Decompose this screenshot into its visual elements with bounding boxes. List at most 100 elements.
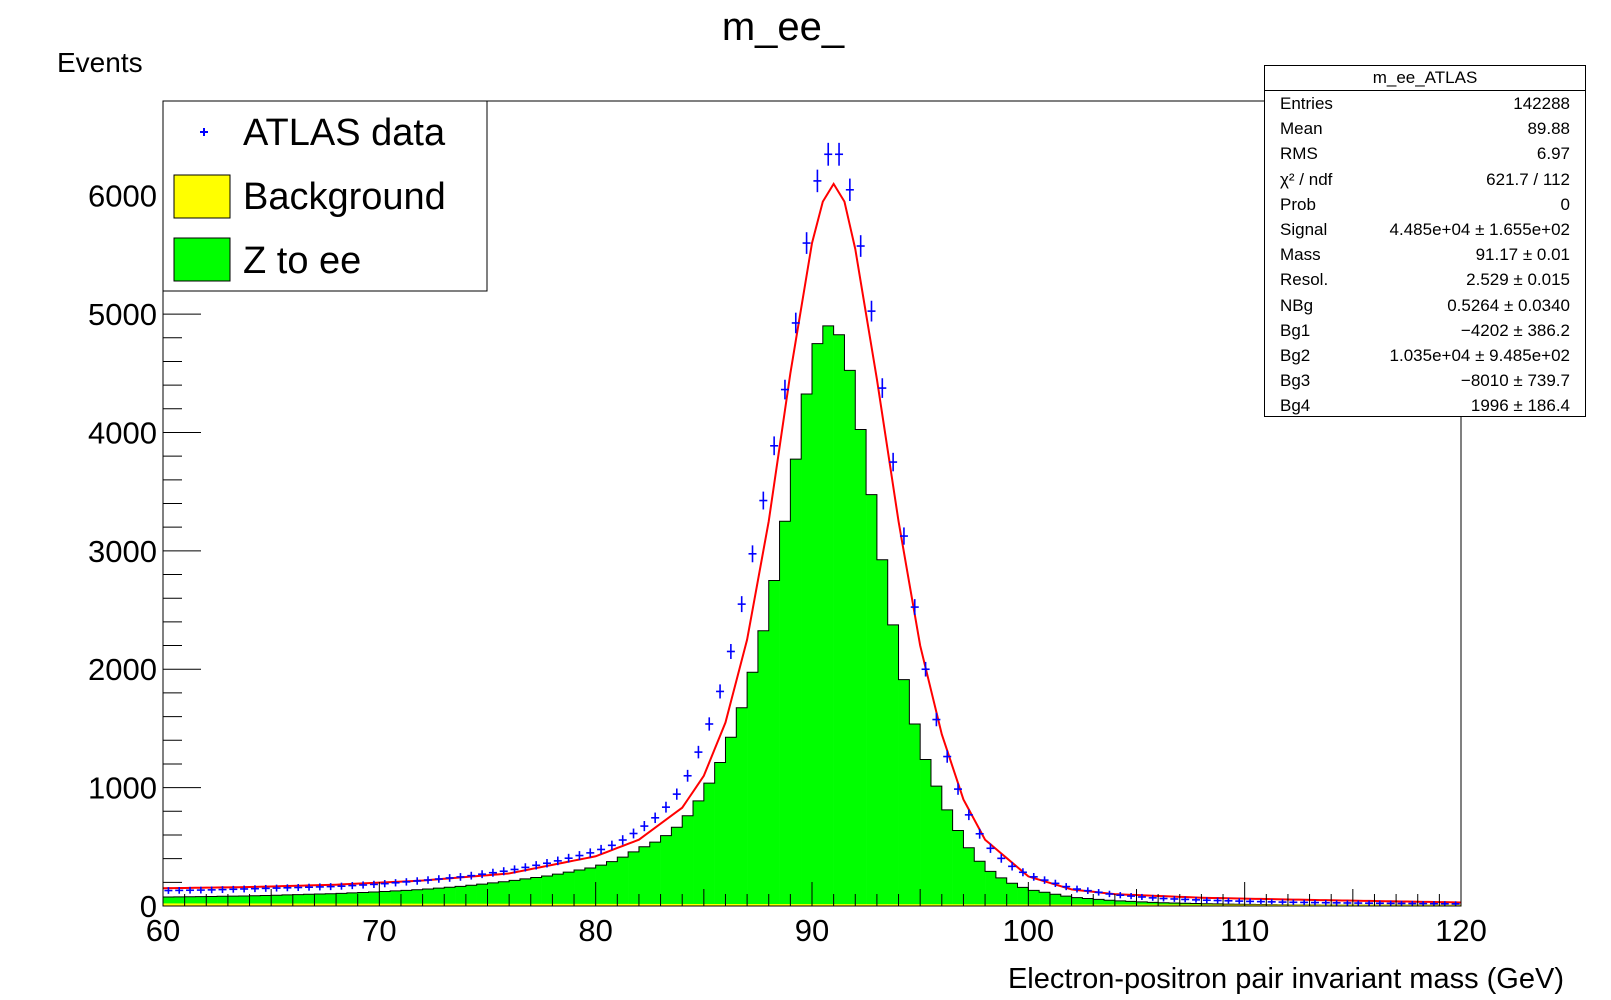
background-bar <box>1179 904 1191 906</box>
background-bar <box>563 903 575 906</box>
signal-bar <box>346 892 358 906</box>
signal-bar <box>963 847 975 906</box>
x-tick-label: 80 <box>578 913 612 948</box>
signal-bar <box>801 393 813 906</box>
data-point <box>964 809 973 821</box>
data-point <box>359 881 368 889</box>
background-bar <box>1049 904 1062 906</box>
background-bar <box>1158 904 1170 906</box>
signal-histogram <box>162 325 1462 907</box>
data-point <box>845 178 854 201</box>
signal-bar <box>779 521 791 906</box>
signal-bar <box>682 815 694 906</box>
data-point <box>1321 900 1330 906</box>
data-point <box>391 879 400 887</box>
data-point <box>1386 900 1395 906</box>
stats-value: 142288 <box>1513 94 1570 113</box>
background-bar <box>1104 904 1116 906</box>
stats-row: Mean 89.88 <box>1265 116 1585 141</box>
data-point <box>564 853 573 863</box>
background-bar <box>487 903 499 906</box>
signal-bar <box>974 861 986 906</box>
data-point <box>369 880 378 888</box>
stats-row: NBg 0.5264 ± 0.0340 <box>1265 293 1585 318</box>
background-bar <box>379 903 391 906</box>
data-point <box>1440 901 1449 907</box>
signal-bar <box>844 370 856 907</box>
data-point <box>856 235 865 257</box>
signal-bar <box>325 893 337 906</box>
y-tick-label: 2000 <box>88 652 157 687</box>
stats-row: Bg3 −8010 ± 739.7 <box>1265 368 1585 393</box>
stats-title: m_ee_ATLAS <box>1265 66 1585 91</box>
signal-bar <box>660 835 672 906</box>
y-tick-label: 4000 <box>88 415 157 450</box>
background-bar <box>898 904 910 906</box>
signal-bar <box>444 887 456 906</box>
legend-swatch-signal <box>173 237 231 282</box>
y-tick-label: 3000 <box>88 534 157 569</box>
stats-key: NBg <box>1280 295 1314 315</box>
data-point <box>207 886 216 894</box>
signal-bar <box>163 897 175 906</box>
signal-bar <box>1136 901 1148 906</box>
signal-bar <box>1071 897 1083 906</box>
data-point <box>597 844 606 855</box>
signal-bar <box>985 871 997 906</box>
signal-bar <box>379 891 391 906</box>
signal-bar <box>941 809 953 906</box>
signal-bar <box>249 895 261 906</box>
data-point <box>250 885 259 893</box>
data-point <box>1040 876 1049 884</box>
data-point <box>424 876 433 884</box>
background-bar <box>357 903 369 906</box>
data-point <box>175 887 184 894</box>
data-point <box>1213 897 1222 904</box>
background-bar <box>628 903 640 906</box>
signal-bar <box>898 679 910 906</box>
signal-bar <box>509 880 521 906</box>
background-bar <box>336 903 348 906</box>
background-bar <box>768 904 780 906</box>
stats-value: −8010 ± 739.7 <box>1460 371 1570 391</box>
background-bar <box>1039 904 1051 906</box>
data-point <box>186 886 195 894</box>
signal-bar <box>1039 892 1051 906</box>
background-bar <box>1233 904 1245 906</box>
stats-box: m_ee_ATLAS Entries 142288 Mean 89.88 RMS 6.97… <box>1264 65 1586 417</box>
signal-bar <box>1114 900 1126 906</box>
stats-key: Bg2 <box>1280 345 1311 365</box>
data-point <box>229 885 238 893</box>
signal-bar <box>1082 898 1094 906</box>
background-bar <box>465 903 477 906</box>
background-bar <box>887 904 899 906</box>
stats-key: Bg4 <box>1280 396 1311 416</box>
data-point <box>1375 900 1384 906</box>
data-point <box>348 882 357 890</box>
stats-row: Entries 142288 <box>1265 91 1585 116</box>
background-bar <box>703 903 715 906</box>
stats-row: χ² / ndf 621.7 / 112 <box>1265 167 1585 192</box>
data-point <box>1256 898 1265 905</box>
background-bar <box>325 903 337 906</box>
data-point <box>1267 899 1276 905</box>
signal-bar <box>649 842 661 906</box>
signal-bar <box>541 875 553 906</box>
data-point <box>943 750 952 763</box>
data-point <box>748 545 757 563</box>
signal-bar <box>411 889 423 906</box>
background-bar <box>682 903 694 906</box>
background-bar <box>509 903 521 906</box>
background-bar <box>552 903 564 906</box>
stats-key: Bg1 <box>1280 320 1311 340</box>
stats-value: 1996 ± 186.4 <box>1470 396 1570 416</box>
signal-bar <box>1104 900 1116 906</box>
signal-bar <box>487 882 499 906</box>
background-bar <box>584 903 596 906</box>
background-bar <box>455 903 467 906</box>
data-point <box>1202 897 1211 904</box>
data-point <box>294 884 303 891</box>
data-point <box>488 868 497 877</box>
data-point <box>1127 893 1136 900</box>
background-bar <box>660 903 672 906</box>
